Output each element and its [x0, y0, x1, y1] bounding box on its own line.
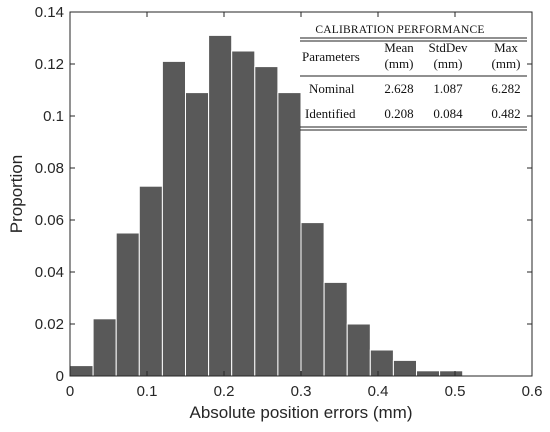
- x-tick-label-6: 0.6: [522, 383, 543, 400]
- row-nominal-std: 1.087: [433, 81, 463, 96]
- y-tick-label-6: 0.12: [35, 56, 64, 73]
- histogram-bar-2: [115, 232, 140, 377]
- x-tick-label-5: 0.5: [445, 383, 466, 400]
- x-tick-label-1: 0.1: [137, 383, 158, 400]
- histogram-bar-5: [185, 92, 210, 377]
- x-tick-label-2: 0.2: [214, 383, 235, 400]
- table-title: CALIBRATION PERFORMANCE: [315, 24, 484, 36]
- calibration-table: CALIBRATION PERFORMANCE Parameters Mean …: [300, 24, 527, 131]
- row-nominal-mean: 2.628: [384, 81, 413, 96]
- header-max-unit: (mm): [492, 56, 521, 71]
- histogram-bar-9: [277, 92, 302, 377]
- y-tick-label-2: 0.04: [35, 264, 64, 281]
- histogram-bar-15: [416, 370, 441, 377]
- x-tick-label-0: 0: [66, 383, 74, 400]
- x-axis-label: Absolute position errors (mm): [190, 403, 413, 422]
- y-tick-label-3: 0.06: [35, 212, 64, 229]
- header-mean-unit: (mm): [385, 56, 414, 71]
- row-identified-label: Identified: [305, 106, 356, 121]
- row-nominal-max: 6.282: [491, 81, 520, 96]
- y-tick-label-4: 0.08: [35, 160, 64, 177]
- histogram-bar-8: [254, 66, 279, 377]
- histogram-bar-3: [138, 185, 163, 377]
- header-mean: Mean: [384, 40, 414, 55]
- ticks-group: 0 0.1 0.2 0.3 0.4 0.5 0.6 0 0.02 0.04 0.06 0.08 0.1 0…: [35, 4, 543, 400]
- header-max: Max: [494, 40, 518, 55]
- row-identified-max: 0.482: [491, 106, 520, 121]
- row-identified-mean: 0.208: [384, 106, 413, 121]
- bars-group: [69, 34, 464, 377]
- header-stddev: StdDev: [429, 40, 469, 55]
- y-tick-label-1: 0.02: [35, 316, 64, 333]
- row-nominal-label: Nominal: [309, 81, 355, 96]
- histogram-bar-0: [69, 365, 94, 377]
- histogram-bar-11: [323, 281, 348, 377]
- y-tick-label-5: 0.1: [43, 108, 64, 125]
- y-tick-label-7: 0.14: [35, 4, 64, 21]
- histogram-bar-14: [392, 359, 417, 377]
- histogram-bar-13: [369, 349, 394, 377]
- histogram-bar-4: [161, 60, 186, 377]
- y-axis-label: Proportion: [7, 155, 26, 233]
- histogram-bar-16: [439, 370, 464, 377]
- histogram-bar-1: [92, 318, 117, 377]
- y-tick-label-0: 0: [56, 368, 64, 385]
- header-parameters: Parameters: [302, 49, 360, 64]
- header-stddev-unit: (mm): [434, 56, 463, 71]
- x-tick-label-4: 0.4: [368, 383, 389, 400]
- histogram-bar-7: [231, 50, 256, 377]
- x-tick-label-3: 0.3: [291, 383, 312, 400]
- row-identified-std: 0.084: [433, 106, 463, 121]
- histogram-bar-12: [346, 323, 371, 377]
- histogram-bar-10: [300, 222, 325, 377]
- histogram-bar-6: [208, 34, 233, 377]
